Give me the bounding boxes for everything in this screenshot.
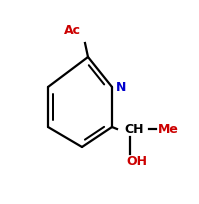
Text: Me: Me — [158, 123, 179, 136]
Text: N: N — [116, 81, 126, 94]
Text: Ac: Ac — [63, 23, 81, 36]
Text: CH: CH — [124, 123, 143, 136]
Text: OH: OH — [126, 155, 147, 168]
